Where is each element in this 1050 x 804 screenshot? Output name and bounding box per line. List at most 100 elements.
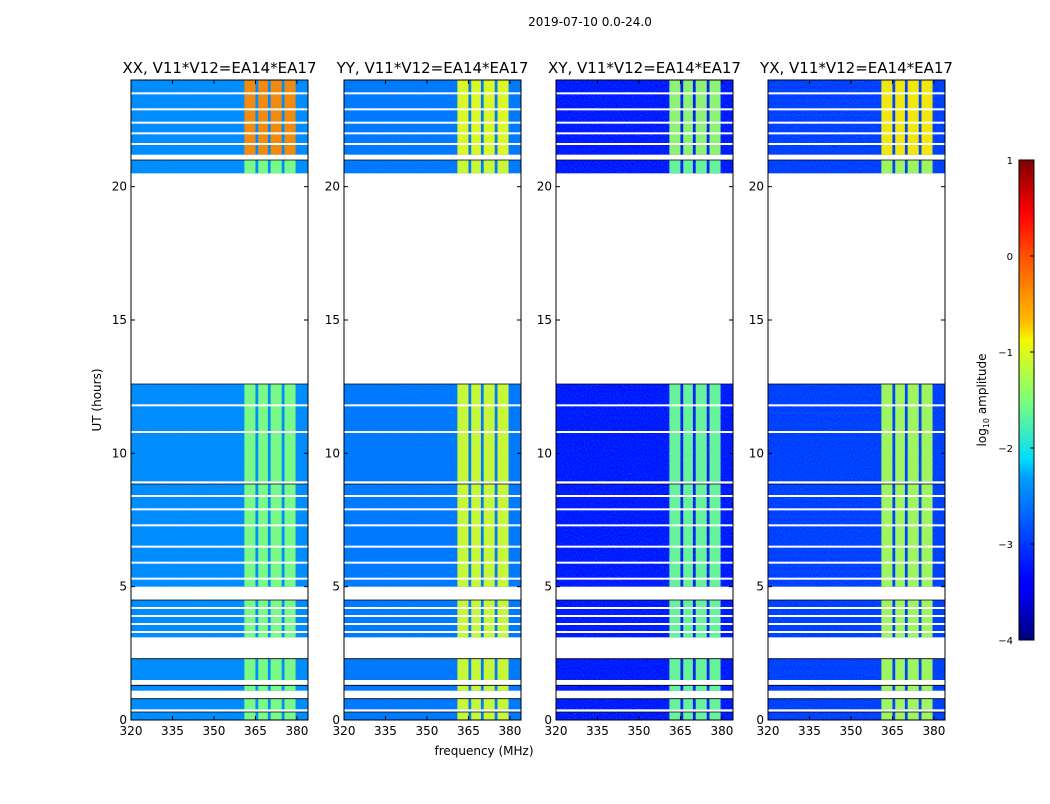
flagged-line — [131, 545, 308, 548]
band-cell — [907, 712, 919, 720]
flagged-line — [768, 495, 945, 497]
band-cell — [471, 685, 481, 691]
y-tick-label: 20 — [749, 180, 764, 194]
y-tick-label: 10 — [537, 446, 552, 460]
y-tick-label: 15 — [749, 313, 764, 327]
y-tick-label: 15 — [112, 313, 127, 327]
colorbar-tick-label: −2 — [998, 444, 1013, 455]
band-cell — [881, 712, 893, 720]
band-cell — [244, 698, 256, 710]
band-cell — [881, 160, 893, 174]
flagged-line — [556, 607, 733, 609]
noise-texture — [131, 712, 308, 720]
flagged-line — [131, 561, 308, 564]
band-cell — [244, 484, 256, 587]
band-cell — [921, 698, 933, 710]
flagged-line — [344, 545, 521, 548]
band-cell — [709, 600, 721, 638]
band-cell — [683, 600, 693, 638]
flagged-line — [344, 121, 521, 124]
flagged-line — [768, 508, 945, 511]
band-cell — [895, 685, 905, 691]
y-tick-label: 5 — [119, 580, 127, 594]
band-cell — [284, 484, 296, 587]
y-tick-label: 5 — [544, 580, 552, 594]
flagged-line — [556, 615, 733, 617]
flagged-line — [131, 132, 308, 135]
panel-xx: XX, V11*V12=EA14*EA17 320 335 350 365 380 0 5 10… — [112, 59, 317, 738]
noise-texture — [344, 712, 521, 720]
x-tick-label: 380 — [498, 724, 521, 738]
flagged-line — [344, 577, 521, 580]
flagged-line — [131, 508, 308, 511]
flagged-line — [768, 561, 945, 564]
band-cell — [258, 600, 268, 638]
band-cell — [258, 698, 268, 710]
colorbar-tick-label: −4 — [998, 636, 1013, 647]
flagged-line — [131, 631, 308, 633]
band-cell — [695, 160, 707, 174]
band-cell — [907, 484, 919, 587]
band-cell — [921, 484, 933, 587]
flagged-line — [556, 577, 733, 580]
band-cell — [683, 658, 693, 680]
band-cell — [695, 600, 707, 638]
panel-xy: XY, V11*V12=EA14*EA17 320 335 350 365 380 0 5 10… — [537, 59, 741, 738]
band-cell — [497, 698, 509, 710]
y-tick-label: 10 — [749, 446, 764, 460]
band-cell — [907, 658, 919, 680]
band-cell — [881, 685, 893, 691]
x-tick-label: 365 — [669, 724, 692, 738]
band-cell — [921, 160, 933, 174]
flagged-line — [131, 615, 308, 617]
band-cell — [471, 712, 481, 720]
band-cell — [921, 658, 933, 680]
colorbar-tick-label: 0 — [1007, 252, 1013, 263]
band-cell — [907, 80, 919, 155]
noise-texture — [344, 685, 521, 691]
band-cell — [244, 80, 256, 155]
colorbar-gradient — [1018, 159, 1035, 641]
flagged-line — [768, 524, 945, 527]
flagged-line — [131, 431, 308, 433]
band-cell — [669, 160, 681, 174]
x-tick-label: 365 — [881, 724, 904, 738]
flagged-line — [131, 623, 308, 625]
band-cell — [483, 685, 495, 691]
flagged-line — [344, 631, 521, 633]
band-cell — [483, 484, 495, 587]
band-cell — [695, 712, 707, 720]
band-cell — [471, 698, 481, 710]
flagged-line — [344, 623, 521, 625]
band-cell — [284, 698, 296, 710]
band-cell — [483, 600, 495, 638]
band-cell — [683, 80, 693, 155]
x-tick-label: 320 — [757, 724, 780, 738]
flagged-line — [131, 404, 308, 407]
band-cell — [695, 685, 707, 691]
x-tick-label: 320 — [333, 724, 356, 738]
flagged-line — [768, 631, 945, 633]
band-cell — [457, 658, 469, 680]
x-axis-label: frequency (MHz) — [434, 744, 533, 758]
band-cell — [669, 658, 681, 680]
band-cell — [471, 600, 481, 638]
x-tick-label: 380 — [710, 724, 733, 738]
flagged-line — [556, 404, 733, 407]
band-cell — [457, 685, 469, 691]
flagged-line — [344, 92, 521, 95]
colorbar-label: log10 amplitude — [975, 354, 991, 447]
flagged-line — [344, 508, 521, 511]
band-cell — [270, 80, 282, 155]
band-cell — [669, 80, 681, 155]
y-tick-label: 0 — [332, 713, 340, 727]
y-axis-label: UT (hours) — [90, 368, 104, 431]
band-cell — [244, 160, 256, 174]
flagged-line — [768, 431, 945, 433]
x-tick-label: 350 — [840, 724, 863, 738]
x-tick-label: 350 — [416, 724, 439, 738]
band-cell — [457, 712, 469, 720]
band-cell — [258, 160, 268, 174]
band-cell — [457, 80, 469, 155]
x-tick-label: 335 — [586, 724, 609, 738]
